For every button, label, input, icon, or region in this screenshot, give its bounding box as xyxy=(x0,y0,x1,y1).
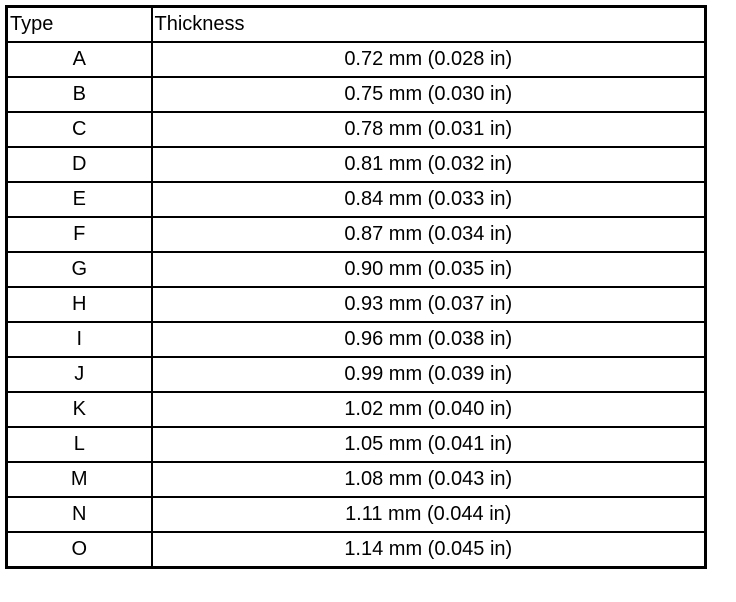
table-row: M 1.08 mm (0.043 in) xyxy=(5,461,707,498)
type-cell: L xyxy=(5,426,153,463)
type-cell: G xyxy=(5,251,153,288)
type-cell: B xyxy=(5,76,153,113)
table-row: L 1.05 mm (0.041 in) xyxy=(5,426,707,463)
type-cell: M xyxy=(5,461,153,498)
header-cell: Type xyxy=(5,5,153,43)
table-row: G 0.90 mm (0.035 in) xyxy=(5,251,707,288)
type-cell: I xyxy=(5,321,153,358)
type-cell: A xyxy=(5,41,153,78)
thickness-cell: 1.05 mm (0.041 in) xyxy=(150,426,707,463)
table-body: A 0.72 mm (0.028 in) B 0.75 mm (0.030 in) C 0… xyxy=(5,41,707,569)
thickness-cell: 1.14 mm (0.045 in) xyxy=(150,531,707,569)
thickness-cell: 1.08 mm (0.043 in) xyxy=(150,461,707,498)
table-row: O 1.14 mm (0.045 in) xyxy=(5,531,707,569)
thickness-cell: 0.78 mm (0.031 in) xyxy=(150,111,707,148)
type-cell: N xyxy=(5,496,153,533)
thickness-cell: 0.81 mm (0.032 in) xyxy=(150,146,707,183)
thickness-cell: 0.75 mm (0.030 in) xyxy=(150,76,707,113)
table-row: E 0.84 mm (0.033 in) xyxy=(5,181,707,218)
thickness-cell: 0.99 mm (0.039 in) xyxy=(150,356,707,393)
thickness-cell: 0.84 mm (0.033 in) xyxy=(150,181,707,218)
table-row: I 0.96 mm (0.038 in) xyxy=(5,321,707,358)
table-row: C 0.78 mm (0.031 in) xyxy=(5,111,707,148)
type-cell: H xyxy=(5,286,153,323)
thickness-table: Type Thickness A 0.72 mm (0.028 in) B 0.75 … xyxy=(5,5,707,569)
table-row: B 0.75 mm (0.030 in) xyxy=(5,76,707,113)
thickness-cell: 1.11 mm (0.044 in) xyxy=(150,496,707,533)
thickness-cell: 0.96 mm (0.038 in) xyxy=(150,321,707,358)
table-row: J 0.99 mm (0.039 in) xyxy=(5,356,707,393)
thickness-cell: 0.90 mm (0.035 in) xyxy=(150,251,707,288)
type-cell: J xyxy=(5,356,153,393)
table-row: H 0.93 mm (0.037 in) xyxy=(5,286,707,323)
thickness-cell: 0.93 mm (0.037 in) xyxy=(150,286,707,323)
table-row: F 0.87 mm (0.034 in) xyxy=(5,216,707,253)
thickness-cell: 1.02 mm (0.040 in) xyxy=(150,391,707,428)
thickness-cell: 0.87 mm (0.034 in) xyxy=(150,216,707,253)
type-cell: C xyxy=(5,111,153,148)
table-row: A 0.72 mm (0.028 in) xyxy=(5,41,707,78)
type-cell: E xyxy=(5,181,153,218)
table-row: N 1.11 mm (0.044 in) xyxy=(5,496,707,533)
type-cell: K xyxy=(5,391,153,428)
type-cell: D xyxy=(5,146,153,183)
type-cell: O xyxy=(5,531,153,569)
type-cell: F xyxy=(5,216,153,253)
thickness-cell: 0.72 mm (0.028 in) xyxy=(150,41,707,78)
header-row: Type Thickness xyxy=(5,5,707,43)
table-row: D 0.81 mm (0.032 in) xyxy=(5,146,707,183)
table-row: K 1.02 mm (0.040 in) xyxy=(5,391,707,428)
header-cell: Thickness xyxy=(150,5,707,43)
